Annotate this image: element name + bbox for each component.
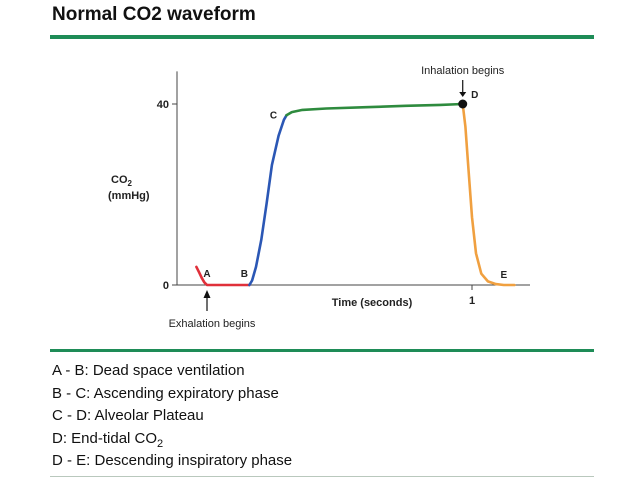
- slide-title: Normal CO2 waveform: [52, 4, 256, 25]
- y-axis-label-subscript: 2: [128, 179, 133, 188]
- legend-item-b-c: B - C: Ascending expiratory phase: [52, 383, 292, 406]
- annotation-exhalation-begins: Exhalation begins: [169, 318, 256, 330]
- annotation-inhalation-begins: Inhalation begins: [421, 65, 505, 77]
- point-label-c: C: [270, 110, 277, 121]
- top-divider: [50, 35, 594, 39]
- legend-text: B - C: Ascending expiratory phase: [52, 384, 279, 402]
- series-line-b-c: [248, 114, 288, 287]
- legend-item-d: D: End-tidal CO2: [52, 428, 292, 451]
- phase-legend: A - B: Dead space ventilation B - C: Asc…: [52, 360, 292, 473]
- annotation-arrow-head: [459, 92, 467, 97]
- y-axis-label: CO2: [111, 174, 133, 188]
- legend-item-d-e: D - E: Descending inspiratory phase: [52, 450, 292, 473]
- legend-text: D: End-tidal CO: [52, 429, 158, 447]
- legend-item-c-d: C - D: Alveolar Plateau: [52, 405, 292, 428]
- series-line-c-d: [285, 102, 464, 117]
- co2-waveform-chart: 0 40 1 CO2 (mmHg) Time (seconds) A B C D E Inhalati…: [108, 65, 530, 330]
- point-label-a: A: [203, 269, 210, 280]
- legend-text: A - B: Dead space ventilation: [52, 362, 245, 379]
- point-label-b: B: [241, 269, 248, 280]
- y-tick-label: 0: [163, 280, 169, 292]
- legend-text: C - D: Alveolar Plateau: [52, 407, 204, 424]
- legend-subscript: 2: [157, 437, 164, 450]
- point-label-e: E: [500, 270, 507, 281]
- bottom-divider: [50, 476, 594, 477]
- series-line-d-e: [461, 102, 516, 287]
- middle-divider: [50, 349, 594, 352]
- x-axis-label: Time (seconds): [332, 297, 413, 309]
- legend-item-a-b: A - B: Dead space ventilation: [52, 360, 292, 383]
- point-label-d: D: [471, 90, 478, 101]
- legend-text: D - E: Descending inspiratory phase: [52, 452, 293, 469]
- series-line-a-b: [195, 265, 251, 287]
- annotation-arrow-head: [203, 290, 211, 298]
- y-axis-unit-label: (mmHg): [108, 190, 150, 202]
- y-tick-label: 40: [157, 99, 169, 111]
- end-tidal-point: [458, 99, 468, 109]
- x-tick-label: 1: [469, 295, 475, 307]
